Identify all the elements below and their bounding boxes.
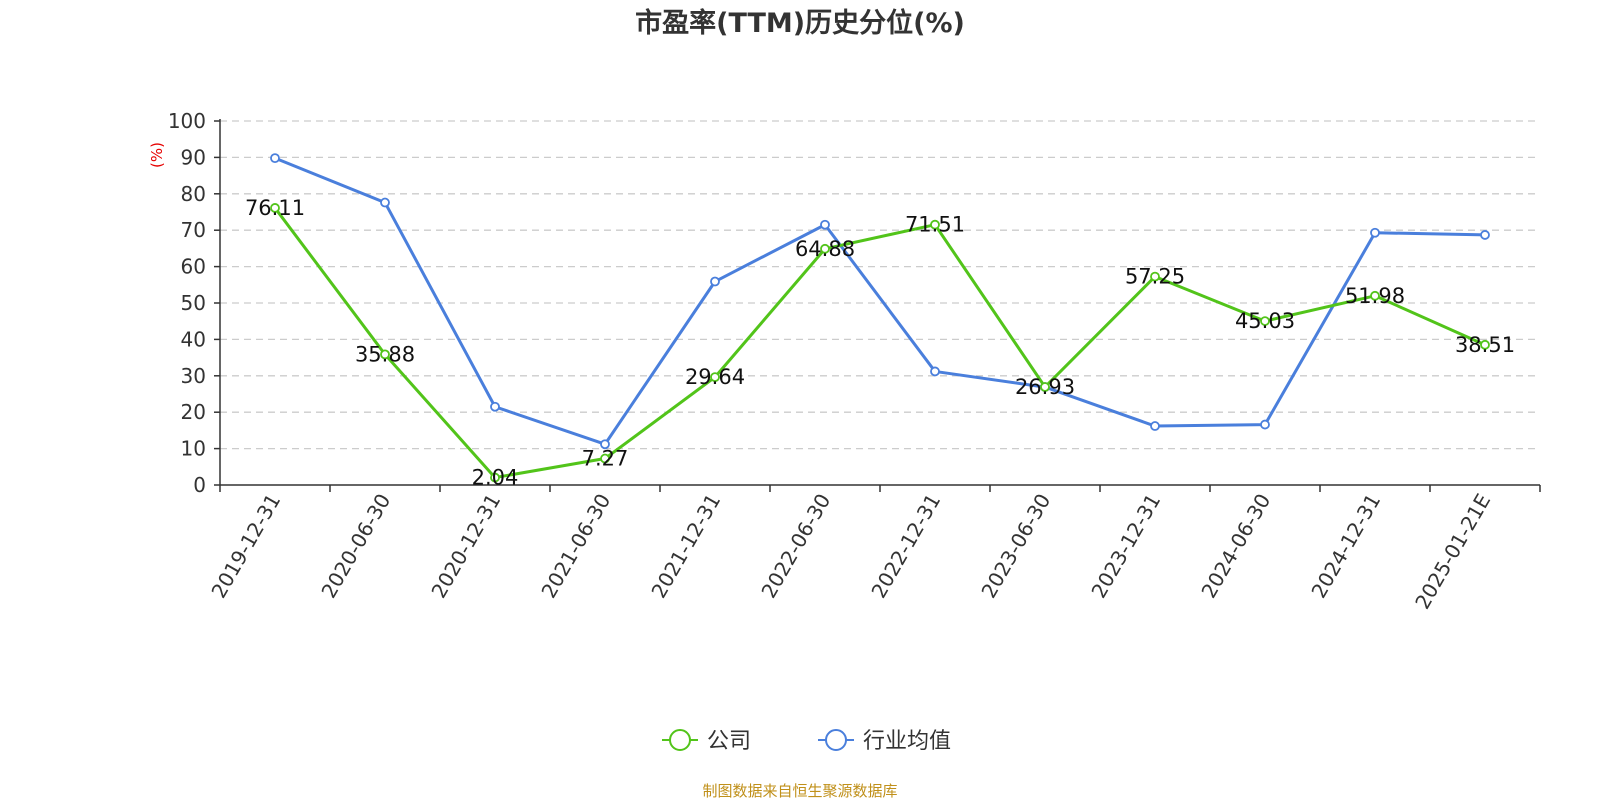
x-tick-label: 2020-06-30 [316,490,395,603]
data-label: 26.93 [1015,375,1075,399]
data-point[interactable] [1370,227,1380,238]
x-tick-label: 2024-12-31 [1306,490,1385,603]
y-tick-label: 0 [193,473,206,497]
data-point[interactable] [600,453,610,464]
y-tick-label: 60 [181,255,206,279]
data-label: 64.88 [795,237,855,261]
x-tick-label: 2023-12-31 [1086,490,1165,603]
y-tick-label: 80 [181,182,206,206]
data-point[interactable] [1480,230,1490,240]
data-point[interactable] [270,203,280,213]
x-tick-labels: 2019-12-31 2020-06-30 2020-12-31 2021-06-30… [206,490,1495,614]
y-tick-label: 70 [181,218,206,242]
axes [214,119,1541,492]
legend-label: 公司 [707,729,751,754]
data-point[interactable] [1150,271,1160,282]
x-tick-label: 2023-06-30 [976,490,1055,603]
legend-marker-icon [825,729,847,751]
data-label: 29.64 [685,365,745,389]
data-point[interactable] [490,401,500,412]
series-group [270,153,1490,483]
y-tick-label: 10 [181,437,206,461]
y-tick-label: 100 [168,109,206,133]
data-point[interactable] [820,219,830,230]
data-label: 51.98 [1345,284,1405,308]
data-point[interactable] [1260,316,1270,326]
data-point[interactable] [930,366,940,377]
y-tick-label: 30 [181,364,206,388]
legend-item[interactable]: 公司 [662,729,751,754]
y-tick-labels: 0 10 20 30 40 50 60 70 80 90 100 [168,109,206,497]
y-tick-label: 90 [181,145,206,169]
x-tick-label: 2020-12-31 [426,490,505,603]
data-point[interactable] [710,372,720,383]
data-point[interactable] [380,197,390,208]
y-tick-label: 20 [181,400,206,424]
series-line [273,207,1486,480]
x-tick-label: 2024-06-30 [1196,490,1275,603]
legend-marker-icon [669,729,691,751]
data-point[interactable] [490,472,500,483]
data-point[interactable] [380,349,390,360]
data-point[interactable] [1370,290,1380,301]
data-point[interactable] [930,219,940,230]
data-label: 76.11 [245,196,305,220]
data-point[interactable] [600,439,610,450]
legend-label: 行业均值 [863,729,951,754]
data-label: 57.25 [1125,265,1185,289]
data-label: 2.04 [472,466,519,490]
data-labels: 76.11 35.88 2.04 7.27 29.64 64.88 71.51 26.93 57… [245,196,1515,490]
x-tick-label: 2021-06-30 [536,490,615,603]
chart-title: 市盈率(TTM)历史分位(%) [635,7,965,39]
data-point[interactable] [1480,339,1490,350]
data-point[interactable] [820,243,830,254]
x-tick-label: 2025-01-21E [1410,490,1495,614]
legend-item[interactable]: 行业均值 [818,729,951,754]
data-label: 35.88 [355,342,415,366]
x-tick-label: 2021-12-31 [646,490,725,603]
y-tick-label: 40 [181,327,206,351]
data-point[interactable] [1040,382,1050,392]
grid-lines [220,120,1540,450]
data-point[interactable] [1260,419,1270,430]
x-tick-label: 2022-06-30 [756,490,835,603]
data-point[interactable] [710,276,720,287]
data-label: 7.27 [582,447,629,471]
source-note: 制图数据来自恒生聚源数据库 [702,782,897,800]
series-line [274,156,1486,446]
legend[interactable]: 公司 行业均值 [662,729,951,754]
data-label: 45.03 [1235,309,1295,333]
data-point[interactable] [1150,421,1160,431]
x-tick-label: 2022-12-31 [866,490,945,603]
y-tick-label: 50 [181,291,206,315]
data-point[interactable] [270,153,280,164]
data-label: 38.51 [1455,333,1515,357]
x-tick-label: 2019-12-31 [206,490,285,603]
data-label: 71.51 [905,213,965,237]
y-axis-label: (%) [148,142,166,168]
